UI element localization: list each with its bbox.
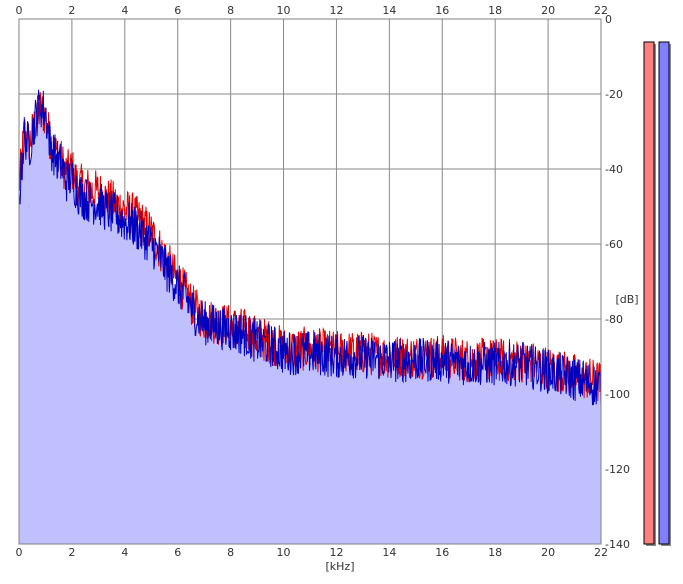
x-tick-label-top: 18 (488, 4, 502, 17)
x-tick-label-bottom: 12 (329, 546, 343, 559)
y-tick-label: -60 (605, 238, 623, 251)
x-tick-label-top: 12 (329, 4, 343, 17)
x-tick-label-top: 4 (121, 4, 128, 17)
y-axis-label: [dB] (615, 293, 638, 306)
x-tick-label-bottom: 16 (435, 546, 449, 559)
y-tick-label: -40 (605, 163, 623, 176)
x-tick-label-bottom: 8 (227, 546, 234, 559)
spectrum-area (19, 89, 601, 544)
x-tick-label-bottom: 18 (488, 546, 502, 559)
x-tick-label-bottom: 6 (174, 546, 181, 559)
level-meter-left (643, 41, 655, 545)
y-tick-label: 0 (605, 13, 612, 26)
x-tick-label-top: 0 (16, 4, 23, 17)
x-axis-label: [kHz] (326, 560, 355, 573)
plot-frame (18, 18, 602, 545)
spectrum-lines (18, 89, 602, 408)
x-tick-label-bottom: 2 (68, 546, 75, 559)
x-tick-label-bottom: 0 (16, 546, 23, 559)
x-tick-label-top: 20 (541, 4, 555, 17)
x-tick-label-top: 14 (382, 4, 396, 17)
x-tick-label-top: 8 (227, 4, 234, 17)
x-tick-label-bottom: 14 (382, 546, 396, 559)
x-tick-label-top: 22 (594, 4, 608, 17)
y-tick-label: -140 (605, 538, 630, 551)
y-tick-label: -100 (605, 388, 630, 401)
x-tick-label-top: 16 (435, 4, 449, 17)
x-tick-label-bottom: 4 (121, 546, 128, 559)
x-tick-labels-bottom: 0 2 4 6 8 10 12 14 16 18 20 22 (16, 546, 609, 559)
y-tick-label: -120 (605, 463, 630, 476)
x-tick-label-top: 2 (68, 4, 75, 17)
y-tick-labels: 0 -20 -40 -60 -80 -100 -120 -140 (605, 13, 630, 551)
level-meters (643, 41, 671, 546)
y-tick-label: -80 (605, 313, 623, 326)
x-tick-label-top: 6 (174, 4, 181, 17)
y-tick-label: -20 (605, 88, 623, 101)
series-1-line (18, 89, 602, 408)
x-tick-label-bottom: 10 (277, 546, 291, 559)
series-1-fill (19, 89, 601, 544)
x-tick-label-bottom: 22 (594, 546, 608, 559)
x-tick-label-top: 10 (277, 4, 291, 17)
x-tick-labels-top: 0 2 4 6 8 10 12 14 16 18 20 22 (16, 4, 609, 17)
level-meter-right (658, 41, 670, 545)
x-tick-label-bottom: 20 (541, 546, 555, 559)
